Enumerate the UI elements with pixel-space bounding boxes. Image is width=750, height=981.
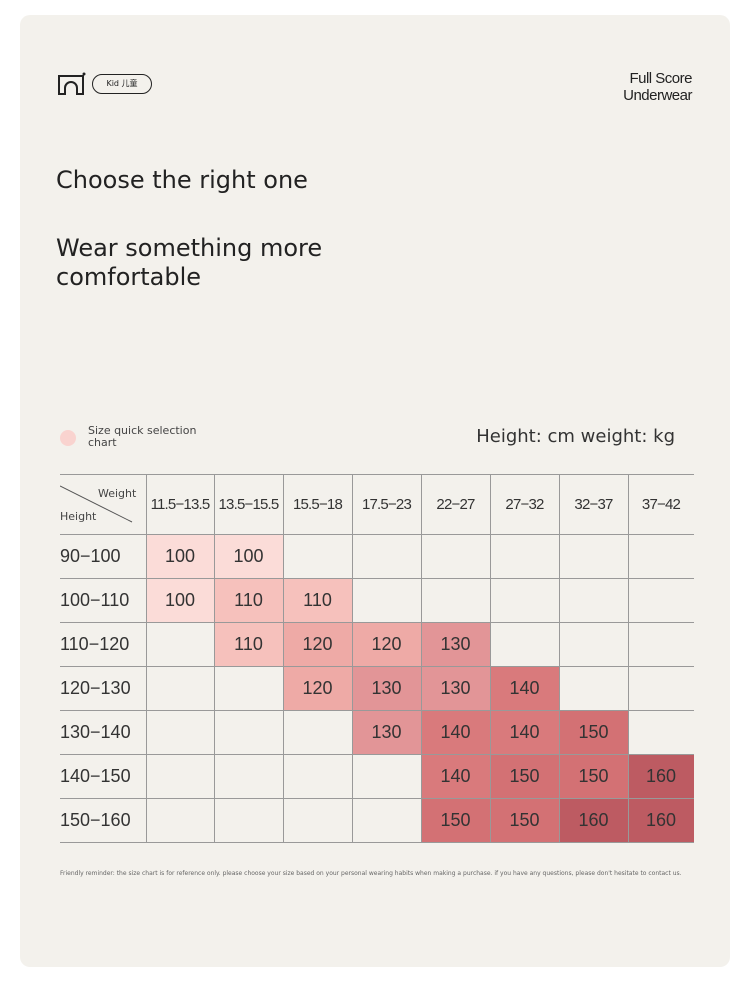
size-cell: 120 — [283, 666, 352, 710]
legend-line: chart — [88, 436, 117, 449]
subheadline: Wear something more comfortable — [56, 234, 322, 292]
v-line — [559, 474, 560, 842]
h-line — [60, 578, 694, 579]
column-label: 22−27 — [436, 495, 475, 513]
legend-line: Size quick selection — [88, 424, 197, 437]
v-line — [628, 474, 629, 842]
row-label: 150−160 — [60, 809, 131, 830]
size-cell: 130 — [352, 710, 421, 754]
v-line — [146, 474, 147, 842]
column-label: 11.5−13.5 — [150, 495, 211, 513]
h-line — [60, 710, 694, 711]
column-label: 32−37 — [574, 495, 613, 513]
size-cell: 160 — [628, 798, 694, 842]
column-label: 37−42 — [641, 495, 681, 513]
units: Height: cm weight: kg — [476, 426, 675, 447]
legend-label: Size quick selection chart — [88, 425, 196, 449]
headline: Choose the right one — [56, 166, 308, 194]
size-cell: 100 — [146, 578, 214, 622]
v-line — [352, 474, 353, 842]
size-cell: 110 — [214, 578, 283, 622]
column-label: 27−32 — [505, 495, 544, 513]
size-cell: 140 — [490, 666, 559, 710]
size-cell: 110 — [214, 622, 283, 666]
corner-bottom: Height — [60, 510, 97, 523]
brand-line: Full Score — [629, 70, 692, 87]
v-line — [421, 474, 422, 842]
size-cell: 120 — [283, 622, 352, 666]
size-cell: 150 — [490, 798, 559, 842]
legend-dot — [60, 430, 76, 446]
size-cell: 160 — [628, 754, 694, 798]
h-line — [60, 474, 694, 475]
v-line — [490, 474, 491, 842]
size-cell: 160 — [559, 798, 628, 842]
h-line — [60, 666, 694, 667]
h-line — [60, 622, 694, 623]
column-label: 17.5−23 — [361, 495, 412, 513]
corner-top: Weight — [98, 487, 137, 500]
logo-icon — [58, 72, 86, 95]
h-line — [60, 798, 694, 799]
size-cell: 140 — [421, 710, 490, 754]
size-cell: 120 — [352, 622, 421, 666]
column-label: 13.5−15.5 — [218, 495, 280, 513]
size-cell: 140 — [421, 754, 490, 798]
size-cell: 130 — [421, 666, 490, 710]
v-line — [283, 474, 284, 842]
footnote: Friendly reminder: the size chart is for… — [60, 870, 682, 877]
size-cell: 150 — [559, 710, 628, 754]
badge: Kid 儿童 — [92, 74, 152, 94]
size-cell: 150 — [559, 754, 628, 798]
h-line — [60, 534, 694, 535]
h-line — [60, 754, 694, 755]
row-label: 140−150 — [60, 765, 131, 786]
size-cell: 150 — [490, 754, 559, 798]
size-cell: 140 — [490, 710, 559, 754]
row-label: 100−110 — [60, 589, 130, 610]
size-cell: 100 — [146, 534, 214, 578]
h-line — [60, 842, 694, 843]
size-cell: 100 — [214, 534, 283, 578]
size-cell: 110 — [283, 578, 352, 622]
row-label: 130−140 — [60, 721, 131, 742]
row-label: 110−120 — [60, 633, 130, 654]
subheadline-line: Wear something more — [56, 234, 323, 262]
row-label: 120−130 — [60, 677, 131, 698]
row-label: 90−100 — [60, 545, 121, 566]
size-cell: 130 — [352, 666, 421, 710]
size-cell: 130 — [421, 622, 490, 666]
size-cell: 150 — [421, 798, 490, 842]
subheadline-line: comfortable — [56, 263, 202, 291]
brand-line: Underwear — [623, 87, 692, 104]
brand: Full Score Underwear — [623, 70, 692, 104]
corner-diagonal — [60, 485, 133, 523]
v-line — [214, 474, 215, 842]
column-label: 15.5−18 — [292, 495, 343, 513]
